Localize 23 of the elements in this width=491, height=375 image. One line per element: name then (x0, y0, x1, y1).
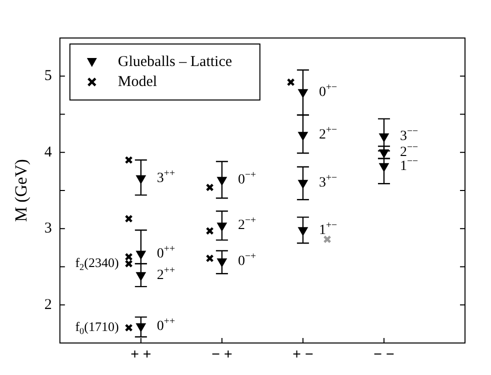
x-tick-label: + − (292, 346, 314, 363)
x-tick-label: − + (212, 346, 232, 363)
y-tick-label: 4 (44, 144, 52, 160)
y-tick-label: 5 (44, 68, 52, 84)
annotation: 2++ (156, 264, 176, 283)
annotation: 1+− (318, 220, 338, 238)
annotation: 3−− (400, 126, 419, 144)
annotation: 0−+ (238, 169, 256, 188)
annotation: 0−+ (238, 251, 256, 270)
x-tick-label: − − (374, 346, 394, 363)
annotation: 3+− (318, 172, 338, 191)
legend-label: Glueballs – Lattice (118, 54, 232, 70)
x-tick-label: + + (130, 346, 152, 363)
annotation: 0++ (156, 243, 176, 262)
y-tick-label: 3 (44, 220, 52, 237)
annotation: 2+− (318, 124, 338, 143)
y-axis-title: M (GeV) (12, 159, 31, 222)
annotation: 2−+ (238, 215, 256, 234)
y-tick-label: 2 (44, 296, 52, 313)
annotation: 0+− (318, 82, 338, 100)
annotation: 0++ (156, 316, 176, 334)
annotation: 3++ (156, 168, 176, 186)
legend-label: Model (118, 74, 158, 90)
